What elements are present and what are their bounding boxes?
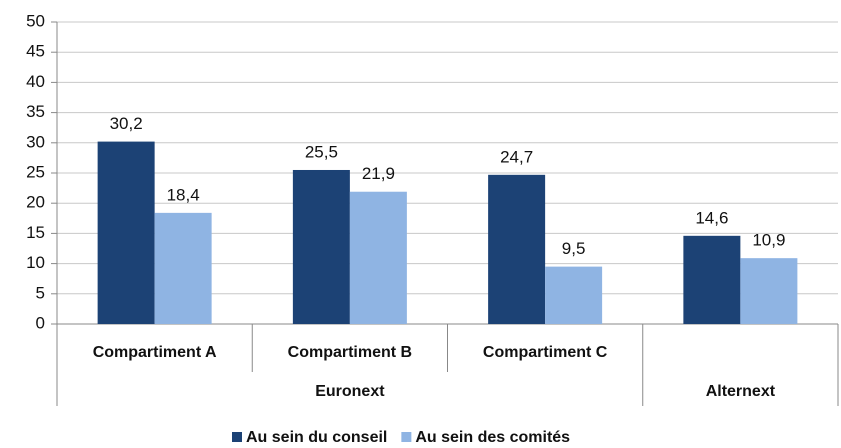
data-label: 30,2 [110, 114, 143, 133]
data-label: 25,5 [305, 142, 338, 161]
bar [740, 258, 798, 324]
bar [545, 266, 603, 324]
data-label: 10,9 [752, 231, 785, 250]
group-label: Euronext [315, 383, 385, 400]
x-tick-label: Compartiment B [288, 344, 412, 361]
y-tick-label: 20 [26, 193, 45, 212]
x-tick-label: Compartiment C [483, 344, 608, 361]
legend-label: Au sein du conseil [246, 429, 387, 446]
bar [292, 169, 350, 324]
y-tick-label: 10 [26, 253, 45, 272]
data-label: 14,6 [695, 208, 728, 227]
bar [97, 141, 155, 324]
bar [349, 191, 407, 324]
y-tick-label: 30 [26, 132, 45, 151]
y-tick-label: 15 [26, 223, 45, 242]
bar [154, 212, 212, 324]
legend-label: Au sein des comités [415, 429, 570, 446]
y-tick-label: 25 [26, 162, 45, 181]
bar [488, 174, 546, 324]
legend-swatch [401, 432, 412, 442]
data-label: 24,7 [500, 147, 533, 166]
data-label: 18,4 [167, 185, 200, 204]
y-tick-label: 0 [36, 313, 45, 332]
x-tick-label: Compartiment A [93, 344, 217, 361]
y-tick-label: 35 [26, 102, 45, 121]
data-label: 9,5 [562, 239, 586, 258]
y-tick-label: 40 [26, 72, 45, 91]
y-tick-label: 5 [36, 283, 45, 302]
data-label: 21,9 [362, 164, 395, 183]
y-tick-label: 45 [26, 42, 45, 61]
bar [683, 235, 741, 324]
y-tick-label: 50 [26, 11, 45, 30]
legend-swatch [232, 432, 242, 442]
group-label: Alternext [706, 383, 776, 400]
